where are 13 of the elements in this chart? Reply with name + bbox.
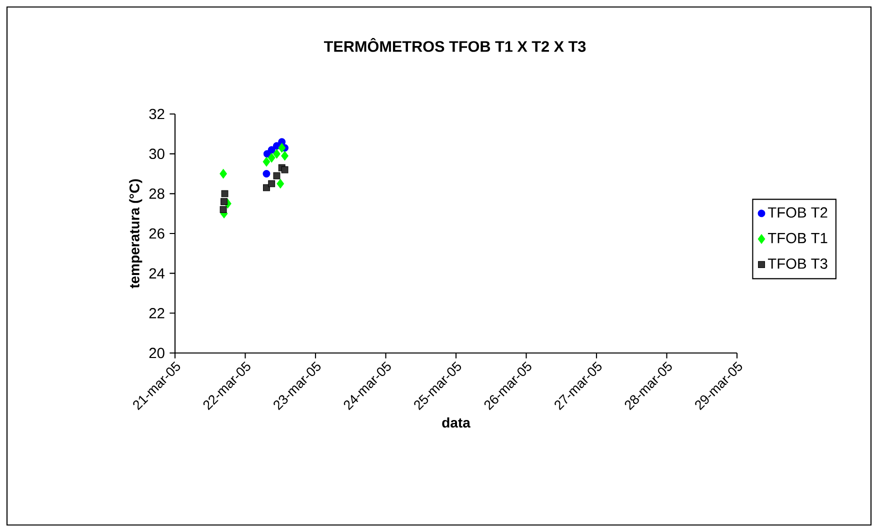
y-tick-label: 26 xyxy=(149,228,164,239)
legend-label: TFOB T3 xyxy=(768,258,828,269)
legend-label: TFOB T2 xyxy=(768,207,828,218)
y-axis-title: temperatura (°C) xyxy=(129,179,142,288)
y-tick-label: 20 xyxy=(149,348,164,358)
y-tick-label: 22 xyxy=(149,308,164,318)
chart-title: TERMÔMETROS TFOB T1 X T2 X T3 xyxy=(324,38,586,52)
legend-label: TFOB T1 xyxy=(768,232,828,244)
x-axis-title: data xyxy=(442,417,470,428)
y-tick-label: 28 xyxy=(149,188,164,199)
y-tick-label: 32 xyxy=(149,108,164,120)
y-tick-label: 24 xyxy=(149,268,165,278)
y-tick-label: 30 xyxy=(149,148,164,160)
